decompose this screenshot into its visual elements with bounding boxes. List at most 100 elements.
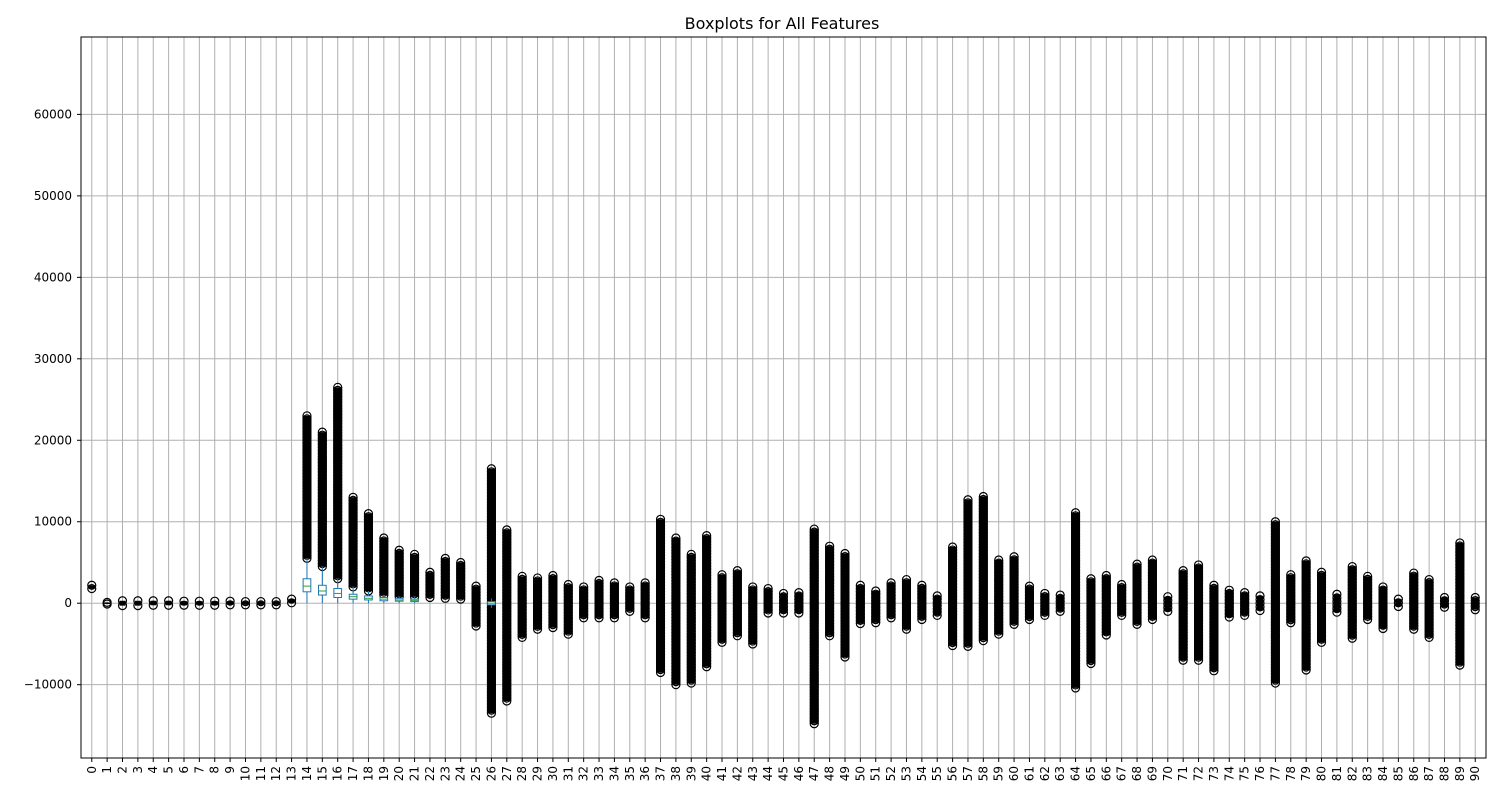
x-tick-label: 26 [484,766,498,781]
outlier-marker-0 [87,583,97,594]
x-tick-label: 52 [884,766,898,781]
data-layer [87,382,1480,729]
x-tick-label: 90 [1468,766,1482,781]
y-tick-label: 30000 [34,352,72,366]
outlier-marker-11 [256,596,266,607]
x-tick-label: 60 [1007,766,1021,781]
x-tick-label: 41 [715,766,729,781]
x-tick-label: 46 [792,766,806,781]
x-tick-label: 27 [500,766,514,781]
x-tick-label: 57 [961,766,975,781]
x-tick-label: 47 [807,766,821,781]
box-15 [317,584,327,596]
x-tick-label: 22 [423,766,437,781]
x-tick-label: 84 [1376,766,1390,781]
x-tick-label: 79 [1299,766,1313,781]
x-tick-label: 42 [730,766,744,781]
x-tick-label: 3 [131,766,145,774]
y-tick-label: 10000 [34,515,72,529]
x-tick-label: 20 [392,766,406,781]
x-tick-label: 80 [1315,766,1329,781]
x-tick-label: 16 [331,766,345,781]
x-tick-label: 75 [1238,766,1252,781]
x-tick-label: 63 [1053,766,1067,781]
x-tick-label: 18 [361,766,375,781]
x-tick-label: 76 [1253,766,1267,781]
x-tick-label: 66 [1099,766,1113,781]
x-tick-label: 55 [930,766,944,781]
y-tick-label: 40000 [34,270,72,284]
x-tick-label: 64 [1069,766,1083,781]
x-tick-label: 1 [100,766,114,774]
x-tick-label: 45 [777,766,791,781]
x-tick-label: 51 [869,766,883,781]
x-tick-label: 39 [684,766,698,781]
outlier-marker-9 [225,596,235,606]
x-tick-label: 59 [992,766,1006,781]
y-tick-label: 50000 [34,189,72,203]
x-tick-label: 5 [162,766,176,774]
x-tick-label: 85 [1391,766,1405,781]
x-tick-label: 13 [285,766,299,781]
x-tick-label: 77 [1268,766,1282,781]
x-tick-label: 15 [315,766,329,781]
x-tick-label: 17 [346,766,360,781]
x-tick-label: 19 [377,766,391,781]
x-tick-label: 86 [1407,766,1421,781]
outlier-marker-13 [286,598,297,608]
x-tick-label: 56 [946,766,960,781]
x-tick-label: 23 [438,766,452,781]
x-tick-label: 6 [177,766,191,774]
x-tick-label: 50 [853,766,867,781]
x-tick-label: 10 [238,766,252,781]
y-tick-label: 20000 [34,433,72,447]
x-tick-label: 48 [823,766,837,781]
y-tick-label: 60000 [34,107,72,121]
x-tick-label: 8 [208,766,222,774]
x-tick-label: 69 [1145,766,1159,781]
outlier-marker-9 [225,600,235,610]
x-tick-label: 43 [746,766,760,781]
x-tick-label: 53 [899,766,913,781]
outlier-marker-1 [102,599,112,609]
x-tick-label: 70 [1161,766,1175,781]
x-tick-label: 9 [223,766,237,774]
x-tick-label: 31 [561,766,575,781]
x-tick-label: 65 [1084,766,1098,781]
outlier-marker-12 [271,596,281,607]
x-tick-label: 67 [1115,766,1129,781]
outlier-marker-13 [286,594,297,604]
x-tick-label: 58 [976,766,990,781]
x-tick-label: 78 [1284,766,1298,781]
x-tick-label: 68 [1130,766,1144,781]
x-tick-label: 83 [1361,766,1375,781]
outlier-marker-11 [256,600,266,610]
x-tick-label: 38 [669,766,683,781]
x-tick-label: 54 [915,766,929,781]
x-tick-label: 21 [408,766,422,781]
x-tick-label: 88 [1437,766,1451,781]
grid-layer [81,37,1486,758]
x-tick-label: 30 [546,766,560,781]
x-tick-label: 29 [531,766,545,781]
x-tick-label: 37 [654,766,668,781]
x-tick-label: 32 [577,766,591,781]
x-tick-label: 28 [515,766,529,781]
x-tick-label: 81 [1330,766,1344,781]
x-tick-label: 35 [623,766,637,781]
x-tick-label: 61 [1022,766,1036,781]
x-tick-label: 89 [1453,766,1467,781]
outlier-marker-12 [271,600,281,610]
y-tick-label: −10000 [24,678,72,692]
x-tick-label: 11 [254,766,268,781]
x-tick-label: 14 [300,766,314,781]
x-tick-label: 7 [192,766,206,774]
outlier-marker-0 [87,580,97,590]
x-tick-label: 12 [269,766,283,781]
x-tick-label: 2 [116,766,130,774]
x-tick-label: 0 [85,766,99,774]
x-tick-label: 71 [1176,766,1190,781]
x-tick-label: 62 [1038,766,1052,781]
